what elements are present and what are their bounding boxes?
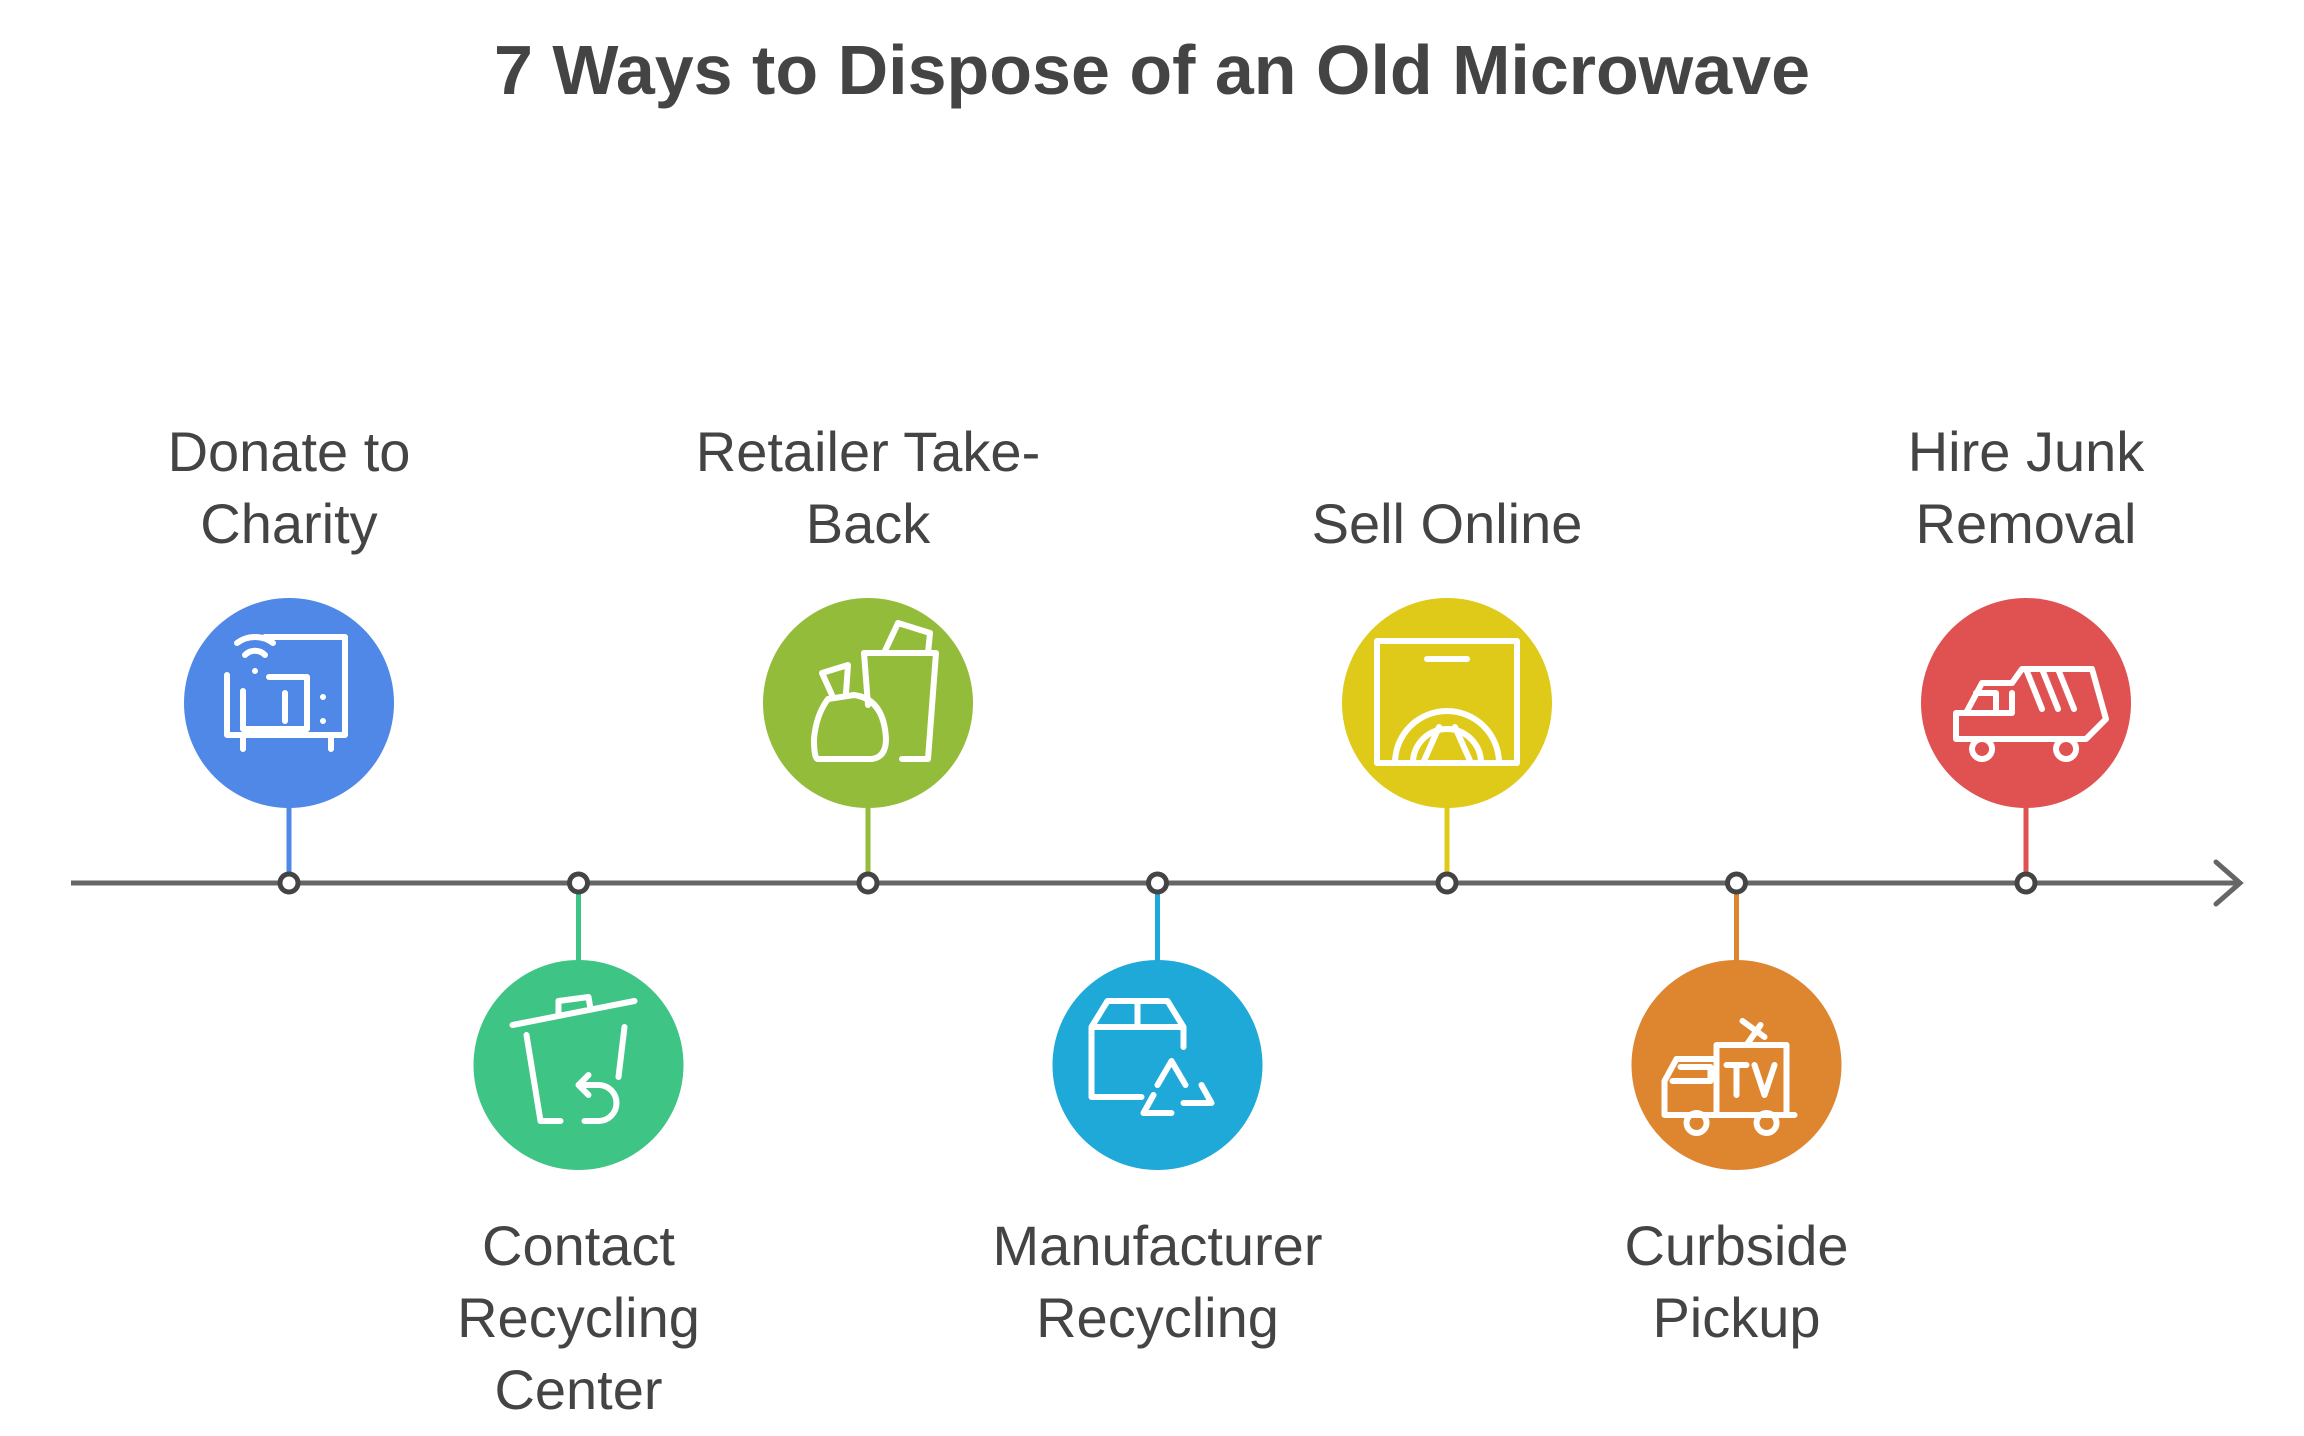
step-circle [1342,598,1552,808]
step-label-line: Donate to [167,420,411,483]
timeline-step [1052,871,1263,1170]
step-label-line: Hire Junk [1907,420,2145,483]
step-label-line: Sell Online [1311,492,1583,555]
timeline-step [473,871,684,1170]
shopping-bag-icon [811,620,939,762]
timeline-step [1921,598,2131,895]
step-label-line: Pickup [1652,1286,1821,1349]
step-label-line: Back [805,492,931,555]
timeline-marker [1146,871,1169,895]
arrow-head-icon [2213,859,2244,907]
step-label-line: Recycling [457,1286,700,1349]
step-label-line: Contact [482,1214,675,1277]
step-label-line: Removal [1915,492,2137,555]
step-label: Hire Junk Removal [1816,416,2236,560]
step-circle [473,960,684,1170]
step-circle [1052,960,1263,1170]
step-label: Donate to Charity [79,416,499,560]
timeline-step [763,598,973,895]
step-circle [184,598,394,808]
box-recycle-icon [1088,998,1215,1116]
timeline-marker [567,871,590,895]
diagram-title: 7 Ways to Dispose of an Old Microwave [493,31,1811,109]
appliance-icon [1374,638,1520,766]
step-label-line: Center [494,1358,663,1421]
step-label: Curbside Pickup [1527,1210,1947,1354]
timeline-marker [1435,871,1459,895]
step-label-line: Retailer Take- [695,420,1041,483]
timeline-step [184,598,394,895]
step-label: Sell Online [1237,488,1657,560]
recycling-bin-icon [509,994,638,1124]
smart-microwave-icon [224,634,348,752]
step-label-line: Curbside [1624,1214,1849,1277]
step-label-line: Manufacturer [992,1214,1323,1277]
step-label: Manufacturer Recycling [948,1210,1368,1354]
timeline-step [1342,598,1552,895]
step-label-line: Recycling [1036,1286,1279,1349]
step-label-line: Charity [200,492,378,555]
tv-van-icon [1661,1018,1798,1136]
dump-truck-icon [1953,666,2109,762]
timeline-marker [1725,871,1748,895]
timeline-marker [277,871,301,895]
step-label: Retailer Take- Back [658,416,1078,560]
timeline-marker [2014,871,2038,895]
step-label: Contact Recycling Center [369,1210,789,1426]
timeline-marker [856,871,880,895]
timeline-step [1631,871,1842,1170]
